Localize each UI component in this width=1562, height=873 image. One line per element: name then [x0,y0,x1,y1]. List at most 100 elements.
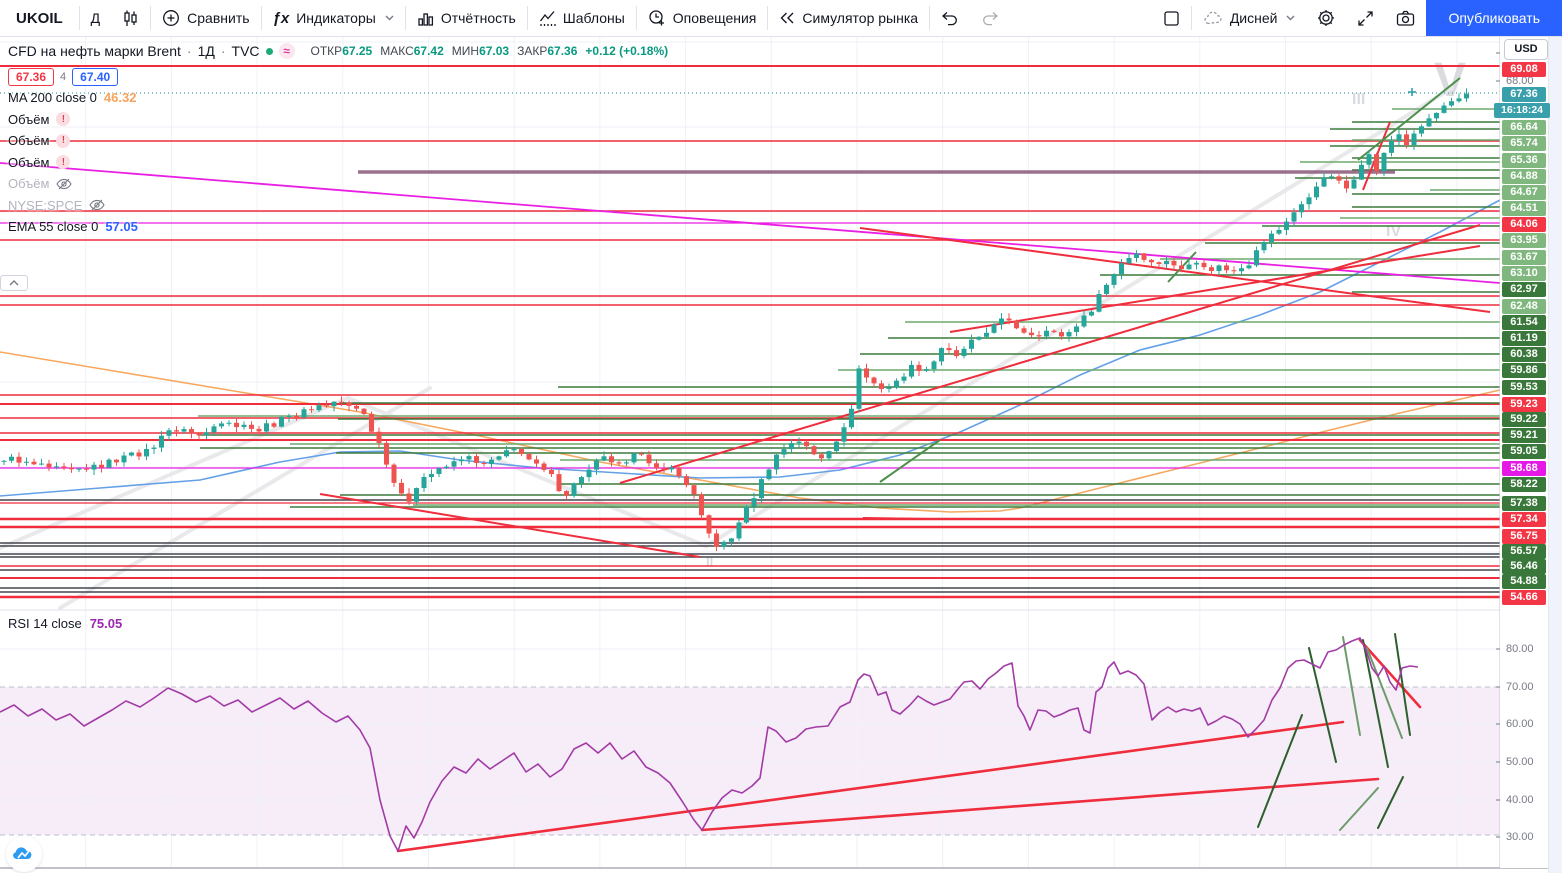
candle [1209,267,1214,272]
legend-indicator-row[interactable]: NYSE:SPCE [8,195,668,217]
candle [361,408,367,415]
candle [271,423,277,427]
candle [226,422,232,424]
candle [16,456,22,463]
candle [1021,328,1027,333]
candle [571,483,577,496]
screenshot-button[interactable] [1385,0,1426,36]
price-level-label: 66.64 [1502,119,1546,135]
currency-button[interactable]: USD [1504,39,1548,60]
alerts-button[interactable]: Оповещения [637,0,768,36]
candle [1351,179,1357,189]
price-level-label: 59.21 [1502,427,1546,443]
legend-indicator-row[interactable]: Объём! [8,109,668,131]
compare-button[interactable]: Сравнить [151,0,260,36]
candle [451,461,457,467]
legend-exchange[interactable]: TVC [231,43,260,59]
cloud-layout-button[interactable]: Дисней [1192,0,1307,36]
chart-line [1358,638,1422,709]
candle [541,463,547,470]
candle [1434,112,1439,119]
candle [1449,101,1454,106]
candle [954,350,959,357]
candle [549,469,554,475]
candle [1036,335,1042,337]
price-level-label: 58.22 [1502,476,1546,492]
candle [189,429,194,434]
symbol-button[interactable]: UKOIL [16,9,63,27]
candle [1366,154,1372,165]
candle [1164,260,1169,265]
indicators-button[interactable]: ƒx Индикаторы [262,0,405,36]
eye-off-icon[interactable] [89,199,106,211]
candle [939,348,944,362]
price-scale[interactable]: USD 70.0068.0080.0070.0060.0050.0040.003… [1494,36,1550,868]
report-button[interactable]: Отчётность [406,0,527,36]
fullscreen-icon [1357,10,1374,27]
price-tick: 80.00 [1506,643,1534,655]
candle [1389,140,1394,153]
candle [751,498,757,507]
candle [234,422,239,428]
candle [1231,270,1237,272]
toolbar-divider [767,6,769,30]
indicator-label: Объём [8,176,50,192]
undo-button[interactable] [930,0,970,36]
layout-icon [1163,10,1180,27]
ask-price[interactable]: 67.40 [72,68,119,86]
tradingview-logo[interactable] [6,836,42,872]
collapse-legend-button[interactable] [0,275,28,291]
chart-type-button[interactable] [111,0,150,36]
price-level-label: 63.95 [1502,232,1546,248]
approx-data-badge[interactable]: ≈ [278,43,295,59]
candle [301,409,307,418]
candle [616,462,622,464]
candle [106,459,112,468]
symbol-description-row[interactable]: CFD на нефть марки Brent · 1Д · TVC ≈ ОТ… [8,41,668,61]
legend-indicator-row[interactable]: Объём! [8,152,668,174]
symbol-title[interactable]: CFD на нефть марки Brent [8,43,181,59]
chart-line [0,162,1501,284]
candle [496,456,502,460]
settings-button[interactable] [1306,0,1346,36]
templates-button[interactable]: Шаблоны [528,0,636,36]
candle [9,456,14,461]
alarm-clock-icon [648,9,666,27]
candle [1224,265,1229,271]
candle [909,364,914,377]
legend-separator: · [186,43,192,59]
publish-button[interactable]: Опубликовать [1426,0,1562,36]
price-level-label: 59.05 [1502,443,1546,459]
low-label: МИН [451,44,480,58]
price-level-label: 56.57 [1502,543,1546,559]
legend-indicator-row[interactable]: MA 200 close 0 46.32 [8,87,668,109]
indicator-label: NYSE:SPCE [8,197,83,213]
candle [1006,318,1012,321]
fullscreen-button[interactable] [1346,0,1385,36]
candle [256,428,262,432]
legend-interval[interactable]: 1Д [197,43,215,59]
legend-indicator-row[interactable]: Объём! [8,130,668,152]
candle [346,402,352,406]
bar-chart-icon [417,10,434,27]
candle [114,459,119,463]
legend-indicator-row[interactable]: EMA 55 close 0 57.05 [8,216,668,238]
candles-icon [122,10,139,27]
candle [1276,229,1282,234]
candle [24,461,29,463]
interval-button[interactable]: Д [80,0,111,36]
redo-button[interactable] [970,0,1010,36]
legend-indicator-row[interactable]: Объём [8,173,668,195]
candle [654,463,659,469]
candle [1239,268,1244,272]
eye-off-icon[interactable] [56,178,73,190]
market-simulator-button[interactable]: Симулятор рынка [768,0,929,36]
warning-icon[interactable]: ! [56,155,71,170]
warning-icon[interactable]: ! [56,112,71,127]
price-level-label: 58.68 [1502,460,1546,476]
layout-button[interactable] [1152,0,1191,36]
rsi-legend-row[interactable]: RSI 14 close 75.05 [8,616,122,631]
bid-price[interactable]: 67.36 [8,68,55,86]
warning-icon[interactable]: ! [56,133,71,148]
